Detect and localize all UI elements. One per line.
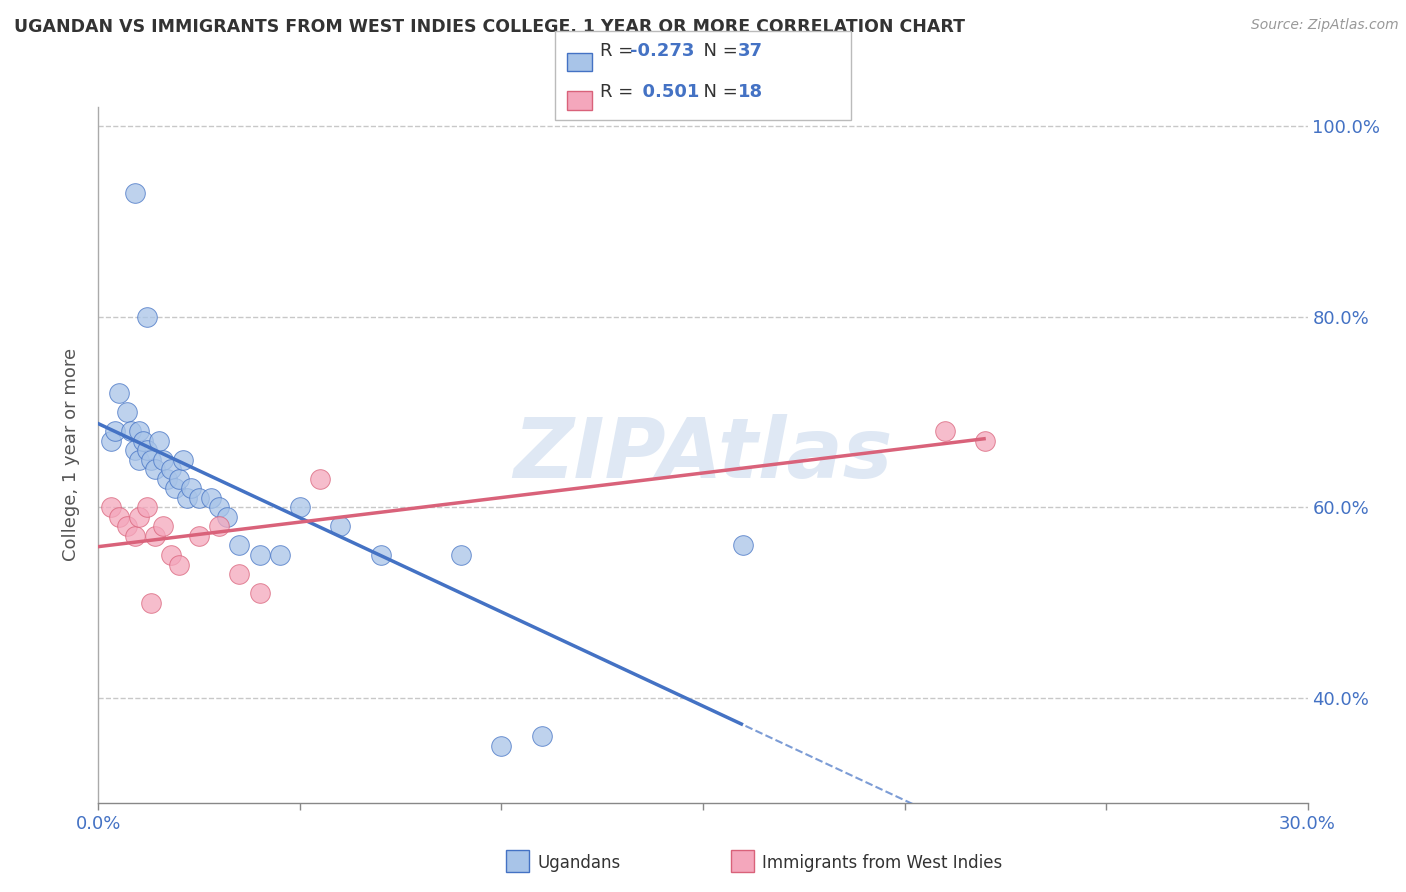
Point xyxy=(188,529,211,543)
Text: 37: 37 xyxy=(738,42,763,60)
Text: ZIPAtlas: ZIPAtlas xyxy=(513,415,893,495)
Point xyxy=(934,424,956,438)
Point xyxy=(152,452,174,467)
Text: R =: R = xyxy=(600,42,640,60)
Point xyxy=(217,509,239,524)
Point xyxy=(208,519,231,533)
Text: Source: ZipAtlas.com: Source: ZipAtlas.com xyxy=(1251,18,1399,32)
Point xyxy=(269,548,291,562)
Point xyxy=(288,500,311,515)
Point xyxy=(124,443,146,458)
Y-axis label: College, 1 year or more: College, 1 year or more xyxy=(62,349,80,561)
Point xyxy=(107,509,129,524)
Point xyxy=(103,424,125,438)
Point xyxy=(124,529,146,543)
Text: R =: R = xyxy=(600,83,640,101)
Text: Immigrants from West Indies: Immigrants from West Indies xyxy=(762,854,1002,871)
Point xyxy=(124,186,146,200)
Point xyxy=(176,491,198,505)
Point xyxy=(370,548,392,562)
Text: Ugandans: Ugandans xyxy=(537,854,620,871)
Point xyxy=(100,500,122,515)
Point xyxy=(172,452,194,467)
Point xyxy=(135,310,157,324)
Point xyxy=(249,548,271,562)
Point xyxy=(160,462,183,476)
Text: N =: N = xyxy=(692,83,744,101)
Point xyxy=(132,434,155,448)
Point xyxy=(200,491,222,505)
Point xyxy=(139,596,162,610)
Text: UGANDAN VS IMMIGRANTS FROM WEST INDIES COLLEGE, 1 YEAR OR MORE CORRELATION CHART: UGANDAN VS IMMIGRANTS FROM WEST INDIES C… xyxy=(14,18,965,36)
Point xyxy=(135,500,157,515)
Point xyxy=(128,452,150,467)
Point xyxy=(120,424,142,438)
Text: 0.501: 0.501 xyxy=(630,83,699,101)
Point xyxy=(974,434,997,448)
Point xyxy=(152,519,174,533)
Point xyxy=(135,443,157,458)
Text: 18: 18 xyxy=(738,83,763,101)
Point xyxy=(139,452,162,467)
Point xyxy=(163,481,186,495)
Point xyxy=(160,548,183,562)
Point xyxy=(329,519,352,533)
Point xyxy=(115,405,138,419)
Point xyxy=(188,491,211,505)
Point xyxy=(733,539,755,553)
Point xyxy=(450,548,472,562)
Point xyxy=(167,558,190,572)
Point xyxy=(156,472,179,486)
Point xyxy=(228,567,250,582)
Point xyxy=(115,519,138,533)
Point xyxy=(148,434,170,448)
Point xyxy=(249,586,271,600)
Point xyxy=(143,529,166,543)
Point xyxy=(180,481,202,495)
Point xyxy=(208,500,231,515)
Point xyxy=(167,472,190,486)
Point xyxy=(491,739,513,753)
Point xyxy=(530,729,553,743)
Point xyxy=(228,539,250,553)
Point xyxy=(143,462,166,476)
Point xyxy=(128,424,150,438)
Text: N =: N = xyxy=(692,42,744,60)
Point xyxy=(100,434,122,448)
Text: -0.273: -0.273 xyxy=(630,42,695,60)
Point xyxy=(107,386,129,401)
Point xyxy=(128,509,150,524)
Point xyxy=(309,472,332,486)
